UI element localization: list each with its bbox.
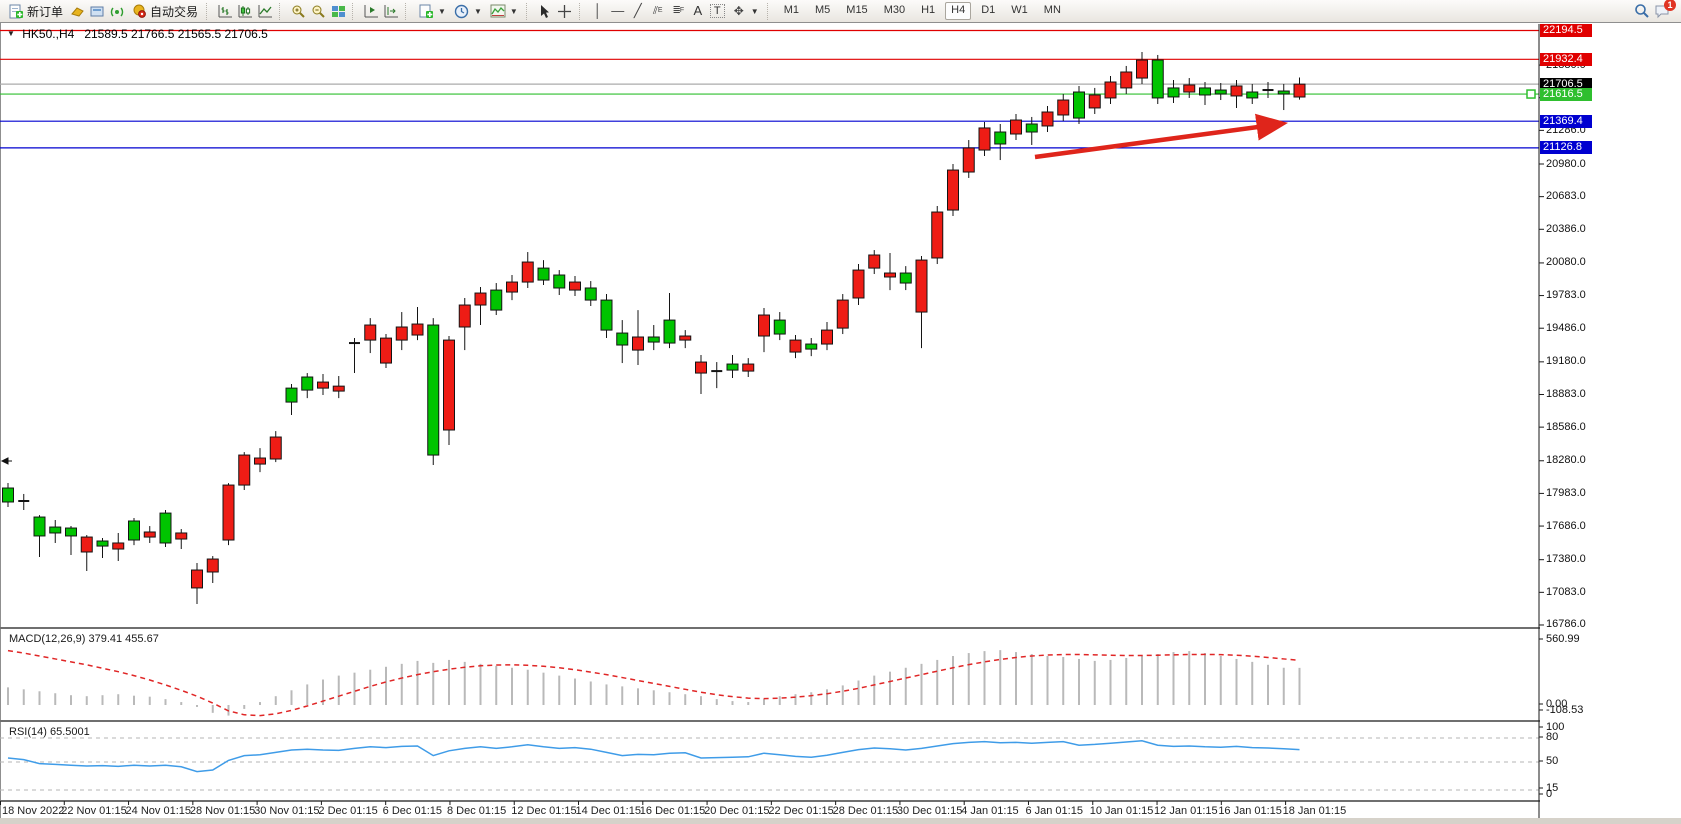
- fibonacci-icon[interactable]: ≣ F: [672, 5, 684, 16]
- text-label-icon[interactable]: T: [709, 4, 725, 18]
- toolbar-separator: [525, 2, 531, 20]
- timeframe-button-m15[interactable]: M15: [846, 4, 868, 16]
- line-chart-icon[interactable]: [257, 3, 273, 19]
- pane-divider[interactable]: [0, 720, 1540, 722]
- arrows-icon: ✥: [733, 4, 744, 18]
- crosshair-icon[interactable]: [557, 3, 573, 19]
- auto-trading-label: 自动交易: [150, 4, 199, 19]
- terminal-icon[interactable]: [89, 3, 105, 19]
- timeframe-button-w1[interactable]: W1: [1011, 4, 1028, 16]
- new-chart-button[interactable]: ▼: [416, 2, 448, 21]
- chart-shift-icon[interactable]: [383, 3, 399, 19]
- indicators-icon: [490, 3, 506, 19]
- equidistant-channel-icon[interactable]: ⫽ E: [653, 5, 663, 17]
- autotrade-icon: [131, 3, 147, 19]
- arrows-button[interactable]: ✥ ▼: [729, 2, 761, 21]
- timeframe-button-m5[interactable]: M5: [815, 4, 831, 16]
- notification-badge: 1: [1664, 0, 1676, 11]
- timeframe-button-d1[interactable]: D1: [981, 4, 996, 16]
- chevron-down-icon: ▼: [509, 6, 518, 16]
- timeframe-button-mn[interactable]: MN: [1043, 4, 1061, 16]
- cursor-icon[interactable]: [537, 3, 553, 19]
- horizontal-line-icon[interactable]: —: [611, 3, 625, 18]
- indicators-button[interactable]: ▼: [488, 2, 520, 21]
- market-watch-icon[interactable]: [69, 3, 85, 19]
- timeframe-button-m30[interactable]: M30: [883, 4, 906, 16]
- toolbar-separator: [766, 2, 772, 20]
- auto-arrange-icon[interactable]: [363, 3, 379, 19]
- timeframe-button-h1[interactable]: H1: [921, 4, 936, 16]
- toolbar: 新订单 自动交易 ▼ ▼ ▼ │: [0, 0, 1681, 23]
- auto-trading-button[interactable]: 自动交易: [129, 2, 200, 21]
- toolbar-separator: [206, 2, 211, 20]
- chart-window[interactable]: [0, 23, 1681, 818]
- timeframe-group: M1 M5 M15 M30 H1 H4 D1 W1 MN: [775, 2, 1070, 20]
- chevron-down-icon: ▼: [473, 6, 482, 16]
- pane-divider: [0, 800, 1540, 802]
- new-order-label: 新订单: [27, 4, 64, 19]
- signals-icon[interactable]: [109, 3, 125, 19]
- tile-windows-icon[interactable]: [330, 3, 346, 19]
- search-icon[interactable]: [1634, 3, 1650, 19]
- bar-chart-icon[interactable]: [217, 3, 233, 19]
- timeframe-button-h4[interactable]: H4: [945, 2, 972, 20]
- toolbar-separator: [352, 2, 357, 20]
- trendline-icon[interactable]: ╱: [633, 3, 642, 18]
- text-icon[interactable]: A: [693, 3, 703, 18]
- toolbar-separator: [578, 2, 584, 20]
- periods-button[interactable]: ▼: [452, 2, 484, 21]
- new-order-button[interactable]: 新订单: [6, 2, 65, 21]
- timeframe-button-m1[interactable]: M1: [783, 4, 799, 16]
- periods-icon: [454, 3, 470, 19]
- new-order-icon: [8, 3, 24, 19]
- window-bottom-edge: [0, 818, 1681, 824]
- chevron-down-icon: ▼: [438, 6, 446, 16]
- zoom-in-icon[interactable]: [290, 3, 306, 19]
- toolbar-separator: [279, 2, 284, 20]
- zoom-out-icon[interactable]: [310, 3, 326, 19]
- chat-icon[interactable]: 1: [1654, 0, 1676, 19]
- new-chart-icon: [418, 3, 434, 19]
- vertical-line-icon[interactable]: │: [593, 3, 602, 18]
- toolbar-separator: [405, 2, 410, 20]
- candlestick-chart-icon[interactable]: [237, 3, 253, 19]
- chevron-down-icon: ▼: [750, 6, 759, 16]
- pane-divider[interactable]: [0, 627, 1540, 629]
